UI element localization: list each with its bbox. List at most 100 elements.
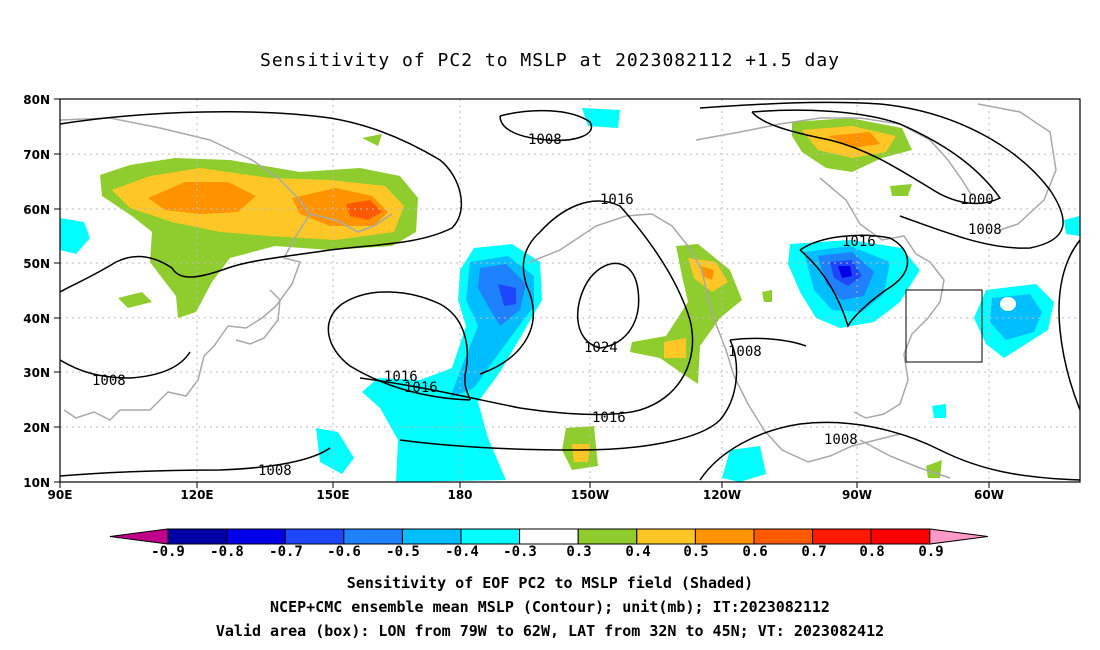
shade-negative-greatlakes-peak — [838, 266, 852, 278]
lon-label: 90E — [48, 488, 73, 502]
contour-label: 1016 — [384, 369, 418, 385]
colorbar-label: -0.3 — [503, 544, 537, 560]
colorbar-label: -0.8 — [210, 544, 244, 560]
contour-1008-bottomleft — [60, 447, 331, 477]
shade-negative-small3 — [316, 428, 354, 474]
colorbar-segment — [519, 528, 579, 545]
colorbar-label: 0.4 — [625, 544, 650, 560]
coastline-central-am — [859, 439, 951, 479]
shade-positive-small1 — [118, 292, 152, 308]
colorbar-segment — [226, 528, 286, 545]
colorbar-label: 0.3 — [566, 544, 591, 560]
contour-label: 1000 — [960, 192, 994, 208]
lon-label: 150W — [571, 488, 609, 502]
shade-positive-small5 — [762, 290, 772, 302]
contour-1008-eastpac — [729, 337, 807, 347]
mslp-contours — [60, 101, 1080, 481]
coastline-alaska — [529, 213, 901, 463]
axis-ticks — [54, 98, 990, 488]
colorbar-label: 0.8 — [859, 544, 884, 560]
colorbar-label: 0.7 — [801, 544, 826, 560]
coastline-kamchatka — [309, 213, 393, 233]
contour-1016-sphigh — [327, 291, 471, 401]
contour-1008-lowerleft — [60, 351, 191, 379]
lon-label: 120W — [703, 488, 741, 502]
contour-label: 1016 — [592, 410, 626, 426]
contour-label: 1024 — [584, 340, 618, 356]
colorbar-label: -0.6 — [327, 544, 361, 560]
shade-negative-small4 — [582, 108, 620, 128]
contour-1008-arctic-east — [699, 101, 1064, 249]
contour-label-group: 1008 1016 1000 1008 1016 1024 1016 1016 … — [92, 132, 1002, 479]
colorbar-segment — [694, 528, 755, 545]
contour-label: 1008 — [728, 344, 762, 360]
lon-label: 120E — [180, 488, 213, 502]
shade-positive-small2 — [362, 134, 382, 146]
contour-label: 1008 — [92, 373, 126, 389]
contour-label: 1008 — [968, 222, 1002, 238]
shade-positive-siberia-core — [148, 182, 256, 214]
lat-label: 50N — [23, 257, 50, 271]
coastline-japan — [235, 289, 281, 345]
contour-label: 1016 — [600, 192, 634, 208]
colorbar-arrow-high — [929, 528, 988, 545]
caption-line-2: NCEP+CMC ensemble mean MSLP (Contour); u… — [270, 598, 830, 616]
lat-label: 30N — [23, 366, 50, 380]
contour-1008-arctic — [499, 109, 593, 142]
lat-labels: 80N 70N 60N 50N 40N 30N 20N 10N — [23, 93, 50, 490]
contour-label: 1008 — [528, 132, 562, 148]
lat-label: 70N — [23, 148, 50, 162]
colorbar — [109, 528, 988, 545]
lon-label: 180 — [447, 488, 472, 502]
shade-positive-westcoast — [630, 244, 742, 384]
contour-1008-eastedge — [1058, 239, 1080, 411]
shade-positive-westcoast-mid2 — [664, 338, 686, 358]
colorbar-segment — [284, 528, 345, 545]
colorbar-segment — [753, 528, 814, 545]
contour-1000-arctic — [751, 109, 1002, 205]
shade-negative-small7 — [1064, 216, 1080, 236]
contour-label: 1008 — [258, 463, 292, 479]
shade-negative-small9 — [932, 404, 946, 418]
contour-1016-greatlakes — [799, 234, 909, 329]
shade-negative-small8 — [722, 446, 766, 482]
lon-label: 90W — [842, 488, 872, 502]
contour-label: 1016 — [404, 380, 438, 396]
colorbar-label: -0.7 — [269, 544, 303, 560]
map-frame — [59, 98, 1081, 483]
colorbar-segment — [167, 528, 228, 545]
colorbar-segment — [812, 528, 872, 545]
colorbar-segment — [401, 528, 462, 545]
colorbar-label: 0.6 — [742, 544, 767, 560]
colorbar-segment — [870, 528, 931, 545]
contour-1008-topleft — [60, 111, 463, 293]
shade-positive-150w-core — [572, 444, 590, 462]
lat-label: 80N — [23, 93, 50, 107]
coastline-us-east — [853, 253, 945, 419]
contour-label: 1016 — [842, 234, 876, 250]
colorbar-labels: -0.9 -0.8 -0.7 -0.6 -0.5 -0.4 -0.3 0.3 0… — [151, 544, 944, 560]
contour-1024 — [577, 262, 640, 349]
colorbar-arrow-low — [109, 528, 169, 545]
coastlines — [60, 103, 1057, 479]
colorbar-label: 0.5 — [683, 544, 708, 560]
lon-label: 150E — [316, 488, 349, 502]
lat-label: 20N — [23, 421, 50, 435]
shade-negative-dateline-core — [498, 284, 516, 306]
shade-atlantic-hole — [1000, 297, 1016, 311]
shade-positive-small6 — [890, 184, 912, 196]
shade-positive-arctic-core — [828, 132, 880, 148]
lon-label: 60W — [974, 488, 1004, 502]
lat-label: 10N — [23, 476, 50, 490]
coastline-greenland — [977, 103, 1057, 231]
colorbar-label: 0.9 — [918, 544, 943, 560]
lon-labels: 90E 120E 150E 180 150W 120W 90W 60W — [48, 488, 1004, 502]
shaded-fields — [60, 108, 1080, 482]
coastline-hudson — [819, 177, 917, 255]
coastline-canada-north — [695, 117, 973, 197]
lat-label: 40N — [23, 312, 50, 326]
lat-label: 60N — [23, 203, 50, 217]
contour-1008-caribbean — [699, 421, 1080, 481]
map-title: Sensitivity of PC2 to MSLP at 2023082112… — [259, 50, 840, 71]
colorbar-segment — [577, 528, 638, 545]
